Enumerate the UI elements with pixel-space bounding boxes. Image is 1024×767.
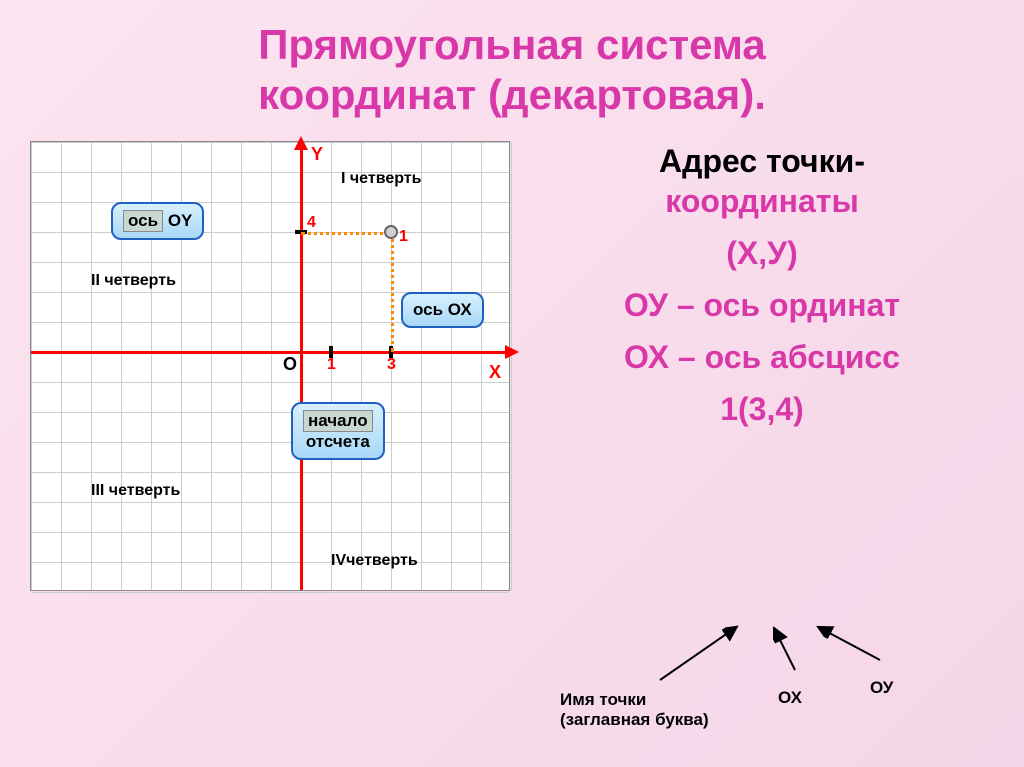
desc-line-1b: координаты [665,183,859,219]
callout-oy-prefix: ось [123,210,163,232]
grid-line [31,142,509,143]
grid-line [31,442,509,443]
grid-line [451,142,452,590]
grid-line [61,142,62,590]
grid-line [31,502,509,503]
callout-ox-axis: ось ОХ [401,292,484,328]
grid-line [31,172,509,173]
grid-line [481,142,482,590]
quadrant-2-label: II четверть [91,272,176,290]
desc-line-1a: Адрес точки- [659,143,865,179]
desc-line-2: (Х,У) [550,233,974,273]
x-axis-arrow-icon [505,345,519,359]
callout-origin-line2: отсчета [306,432,370,451]
tick-label-y4: 4 [307,214,316,232]
tick-label-x1: 1 [327,356,336,374]
desc-line-5: 1(3,4) [550,389,974,429]
grid-line [31,412,509,413]
content-row: X Y О 1 3 4 1 I четверть II четверть III… [0,131,1024,591]
guide-horizontal [301,232,391,235]
grid-line [31,232,509,233]
grid-line [511,142,512,590]
description-panel: Адрес точки- координаты (Х,У) ОУ – ось о… [510,131,994,591]
footer-oy-label: ОУ [870,678,893,698]
y-axis-label: Y [311,144,323,165]
point-label: 1 [399,228,408,246]
callout-origin-line1: начало [303,410,373,432]
callout-oy-axis: ось ОY [111,202,204,240]
desc-line-1: Адрес точки- координаты [550,141,974,221]
coordinate-grid: X Y О 1 3 4 1 I четверть II четверть III… [30,141,510,591]
tick-label-x3: 3 [387,356,396,374]
grid-line [31,472,509,473]
callout-ox-text: ось ОХ [413,300,472,319]
grid-line [421,142,422,590]
x-axis-label: X [489,362,501,383]
desc-line-3: ОУ – ось ординат [550,285,974,325]
grid-line [211,142,212,590]
grid-line [31,262,509,263]
grid-line [31,382,509,383]
slide-title: Прямоугольная система координат (декарто… [0,0,1024,131]
grid-line [31,532,509,533]
guide-vertical [391,232,394,352]
title-line-1: Прямоугольная система [258,21,766,68]
grid-line [241,142,242,590]
grid-line [31,142,32,590]
callout-origin: начало отсчета [291,402,385,460]
footer-name-label: Имя точки (заглавная буква) [560,690,709,730]
y-axis [300,142,303,590]
plotted-point [384,225,398,239]
quadrant-3-label: III четверть [91,482,180,500]
grid-line [31,202,509,203]
desc-line-4: ОХ – ось абсцисс [550,337,974,377]
origin-label: О [283,354,297,375]
quadrant-1-label: I четверть [341,170,421,188]
title-line-2: координат (декартовая). [258,71,766,118]
y-axis-arrow-icon [294,136,308,150]
quadrant-4-label: IVчетверть [331,552,418,570]
footer-name-l1: Имя точки [560,690,646,709]
grid-line [91,142,92,590]
grid-line [361,142,362,590]
grid-line [31,562,509,563]
footer-name-l2: (заглавная буква) [560,710,709,729]
x-axis [31,351,509,354]
grid-line [31,592,509,593]
footer-ox-label: ОХ [778,688,802,708]
callout-oy-text: ОY [168,211,193,230]
grid-line [271,142,272,590]
